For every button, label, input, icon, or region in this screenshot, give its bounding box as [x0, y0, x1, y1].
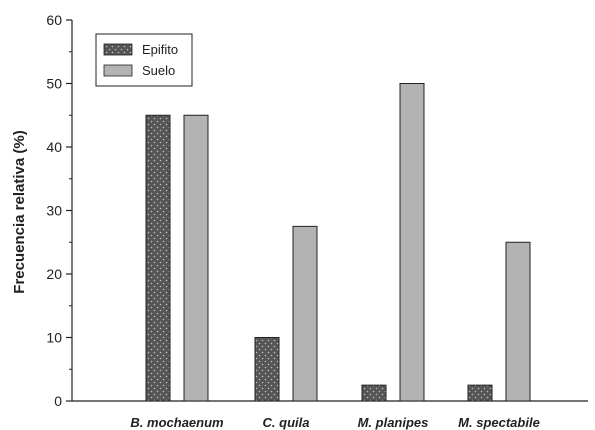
legend-swatch-suelo — [103, 64, 133, 77]
x-category-label: B. mochaenum — [130, 415, 224, 430]
y-axis-title: Frecuencia relativa (%) — [11, 130, 28, 293]
y-tick-label: 60 — [46, 12, 62, 28]
bar-suelo-0 — [183, 114, 209, 402]
x-axis-labels: B. mochaenum C. quila M. planipes M. specta… — [130, 415, 539, 430]
x-category-label: C. quila — [263, 415, 310, 430]
x-category-label: M. planipes — [358, 415, 429, 430]
bar-epifito-1 — [254, 337, 280, 402]
y-tick-label: 0 — [54, 393, 62, 409]
y-tick-label: 20 — [46, 266, 62, 282]
y-axis-ticks: 0 10 20 30 40 50 60 — [46, 12, 72, 409]
bar-epifito-3 — [467, 384, 493, 402]
bar-epifito-2 — [361, 384, 387, 402]
bar-epifito-0 — [145, 114, 171, 402]
legend-label-epifito: Epifito — [142, 42, 178, 57]
bar-suelo-2 — [399, 83, 425, 402]
legend-box — [95, 33, 193, 87]
x-category-label: M. spectabile — [458, 415, 540, 430]
y-tick-label: 40 — [46, 139, 62, 155]
bar-suelo-1 — [292, 225, 318, 402]
legend-swatch-epifito — [103, 43, 133, 56]
bar-suelo-3 — [505, 241, 531, 402]
y-tick-label: 10 — [46, 330, 62, 346]
bars — [145, 83, 531, 402]
plot-area: 0 10 20 30 40 50 60 B. mochaenum C. quila M. pla… — [46, 12, 588, 430]
y-tick-label: 30 — [46, 203, 62, 219]
legend-label-suelo: Suelo — [142, 63, 175, 78]
legend: Epifito Suelo — [95, 33, 193, 87]
y-tick-label: 50 — [46, 76, 62, 92]
